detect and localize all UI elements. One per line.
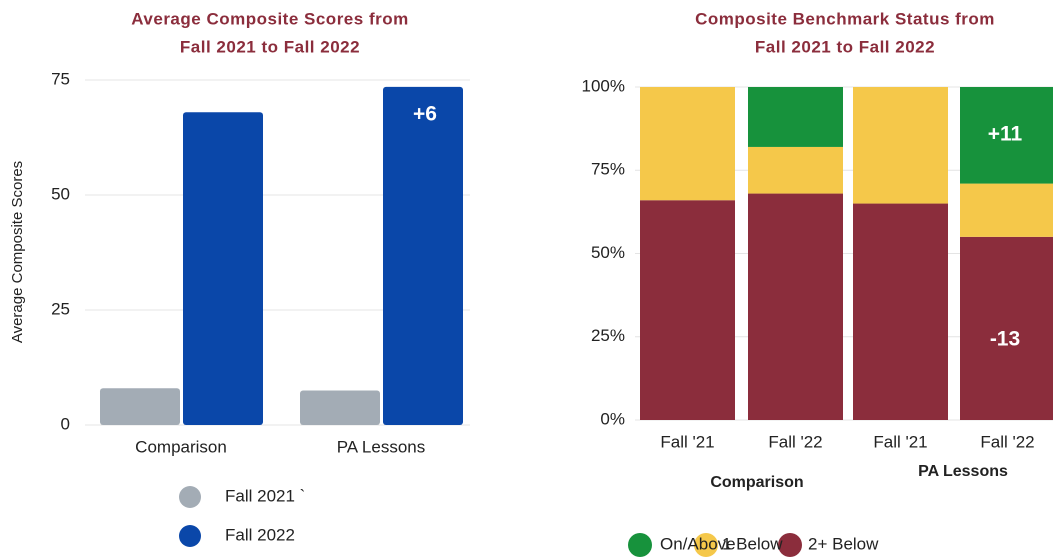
y-tick-label: 0% — [600, 409, 625, 428]
y-tick-label: 100% — [582, 76, 625, 95]
legend-swatch — [628, 533, 652, 557]
chart-title: Fall 2021 to Fall 2022 — [180, 37, 360, 56]
annotation: +6 — [413, 103, 437, 126]
legend-swatch — [778, 533, 802, 557]
x-tick-label: Fall '21 — [873, 432, 927, 451]
annotation: -13 — [990, 328, 1020, 351]
bar-segment — [960, 183, 1053, 237]
legend-label: Fall 2021 ` — [225, 486, 305, 505]
bar — [300, 390, 380, 425]
chart-title: Fall 2021 to Fall 2022 — [755, 37, 935, 56]
y-tick-label: 0 — [61, 414, 70, 433]
chart-title: Composite Benchmark Status from — [695, 9, 995, 28]
legend-swatch — [179, 525, 201, 547]
bar-segment — [748, 87, 843, 147]
legend-label: 1 Below — [722, 534, 783, 553]
legend-label: 2+ Below — [808, 534, 879, 553]
chart-title: Average Composite Scores from — [131, 9, 408, 28]
bar — [100, 388, 180, 425]
bar-segment — [640, 200, 735, 420]
y-tick-label: 75% — [591, 160, 625, 179]
legend-label: Fall 2022 — [225, 525, 295, 544]
bar — [383, 86, 463, 426]
bar-segment — [853, 87, 948, 204]
x-tick-label: Fall '22 — [980, 432, 1034, 451]
bar-segment — [853, 203, 948, 420]
y-tick-label: 50 — [51, 184, 70, 203]
y-axis-label: Average Composite Scores — [9, 161, 26, 343]
bar-segment — [960, 87, 1053, 184]
annotation: +11 — [988, 123, 1023, 146]
group-label: PA Lessons — [918, 463, 1008, 480]
bar-segment — [748, 146, 843, 194]
y-tick-label: 25 — [51, 299, 70, 318]
group-label: Comparison — [710, 474, 803, 491]
x-tick-label: Comparison — [135, 437, 227, 456]
legend-label: On/Above — [660, 534, 736, 553]
bar-segment — [960, 236, 1053, 420]
legend-swatch — [694, 533, 718, 557]
x-tick-label: PA Lessons — [337, 437, 426, 456]
bar-segment — [748, 193, 843, 420]
y-tick-label: 75 — [51, 69, 70, 88]
y-tick-label: 25% — [591, 326, 625, 345]
bar — [183, 112, 263, 425]
x-tick-label: Fall '21 — [660, 432, 714, 451]
legend-swatch — [179, 486, 201, 508]
y-tick-label: 50% — [591, 243, 625, 262]
x-tick-label: Fall '22 — [768, 432, 822, 451]
bar-segment — [640, 87, 735, 201]
